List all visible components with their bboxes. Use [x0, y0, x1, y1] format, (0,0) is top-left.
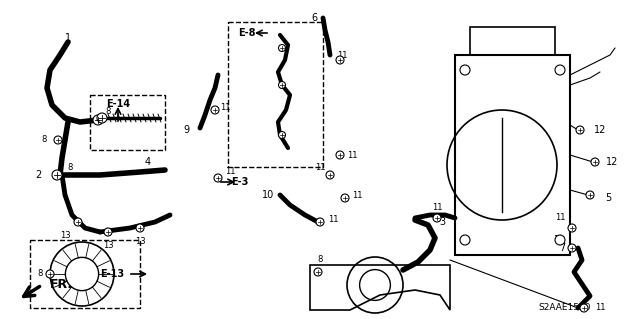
Circle shape: [314, 268, 322, 276]
Text: 11: 11: [347, 151, 357, 160]
Text: E-14: E-14: [106, 99, 130, 109]
Circle shape: [136, 224, 144, 232]
Text: S2AAE1510: S2AAE1510: [539, 303, 591, 313]
Circle shape: [104, 228, 112, 236]
Text: 11: 11: [352, 191, 362, 201]
Text: E-13: E-13: [100, 269, 124, 279]
Text: 11: 11: [432, 204, 442, 212]
Text: 5: 5: [605, 193, 611, 203]
Circle shape: [568, 244, 576, 252]
Text: 10: 10: [262, 190, 274, 200]
Text: 13: 13: [102, 241, 113, 250]
Text: 11: 11: [337, 50, 348, 60]
Text: 3: 3: [439, 217, 445, 227]
Circle shape: [555, 235, 565, 245]
Text: 11: 11: [225, 167, 236, 176]
Text: 8: 8: [42, 136, 47, 145]
Text: 11: 11: [555, 213, 565, 222]
Circle shape: [568, 224, 576, 232]
Text: 4: 4: [145, 157, 151, 167]
Text: FR.: FR.: [50, 278, 73, 291]
Text: 13: 13: [134, 238, 145, 247]
Text: 2: 2: [35, 170, 41, 180]
Circle shape: [278, 44, 285, 51]
Circle shape: [580, 304, 588, 312]
Circle shape: [586, 191, 594, 199]
Circle shape: [97, 113, 107, 123]
Circle shape: [555, 65, 565, 75]
Text: 11: 11: [595, 303, 605, 313]
Text: 11: 11: [328, 216, 339, 225]
Circle shape: [336, 56, 344, 64]
Circle shape: [46, 270, 54, 278]
Circle shape: [93, 115, 103, 125]
Text: 12: 12: [606, 157, 618, 167]
Text: 8: 8: [317, 256, 323, 264]
Circle shape: [316, 218, 324, 226]
Circle shape: [341, 194, 349, 202]
Text: 8: 8: [37, 270, 43, 278]
Text: 8: 8: [106, 108, 111, 116]
Circle shape: [74, 218, 82, 226]
Text: 11: 11: [315, 164, 325, 173]
Circle shape: [52, 170, 62, 180]
Text: 13: 13: [60, 231, 70, 240]
Text: 7: 7: [559, 243, 565, 253]
Circle shape: [576, 126, 584, 134]
Circle shape: [214, 174, 222, 182]
Text: 9: 9: [183, 125, 189, 135]
Text: E-3: E-3: [231, 177, 249, 187]
Circle shape: [211, 106, 219, 114]
Text: 6: 6: [311, 13, 317, 23]
Circle shape: [326, 171, 334, 179]
Text: 11: 11: [220, 103, 230, 113]
Circle shape: [336, 151, 344, 159]
Text: 11: 11: [553, 235, 563, 244]
Circle shape: [278, 81, 285, 88]
Text: 8: 8: [67, 164, 73, 173]
Circle shape: [460, 65, 470, 75]
Circle shape: [54, 136, 62, 144]
Circle shape: [460, 235, 470, 245]
Text: E-8: E-8: [238, 28, 256, 38]
Text: 12: 12: [594, 125, 606, 135]
Circle shape: [591, 158, 599, 166]
Circle shape: [433, 214, 441, 222]
Text: 1: 1: [65, 33, 71, 43]
Circle shape: [278, 131, 285, 138]
